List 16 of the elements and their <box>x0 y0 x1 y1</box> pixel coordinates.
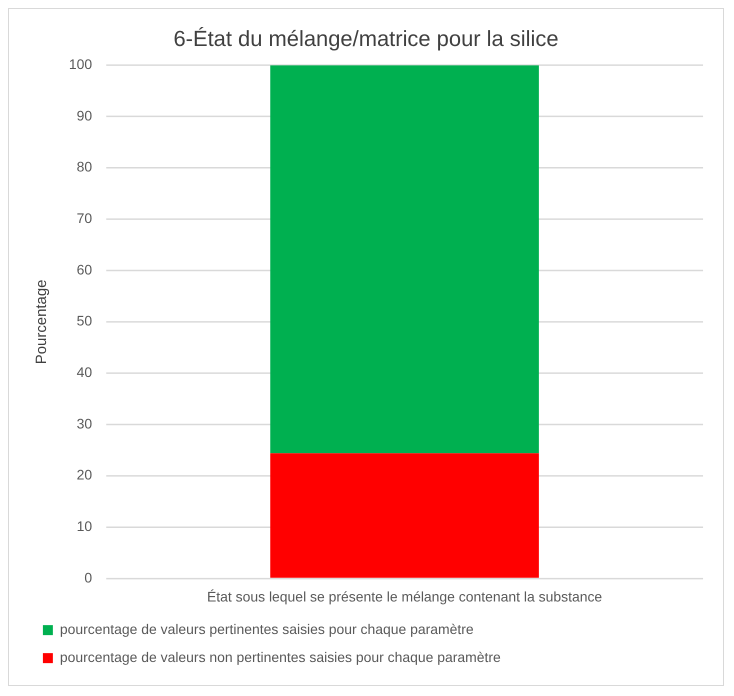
legend-label: pourcentage de valeurs pertinentes saisies pour chaque paramètre <box>60 621 474 638</box>
y-tick-label: 10 <box>76 518 92 534</box>
y-tick-label: 20 <box>76 466 92 483</box>
x-tick-label: État sous lequel se présente le mélange contenant la substance <box>206 588 602 605</box>
y-axis-title: Pourcentage <box>33 280 50 364</box>
y-tick-label: 50 <box>76 312 92 329</box>
y-tick-label: 100 <box>68 56 92 72</box>
y-tick-label: 70 <box>76 210 92 226</box>
y-tick-label: 80 <box>76 158 92 175</box>
y-tick-label: 90 <box>76 107 92 124</box>
y-tick-label: 30 <box>76 415 92 432</box>
y-tick-label: 60 <box>76 261 92 278</box>
y-tick-label: 40 <box>76 364 92 380</box>
legend-label: pourcentage de valeurs non pertinentes saisies pour chaque paramètre <box>60 648 502 665</box>
chart-title: 6-État du mélange/matrice pour la silice <box>173 26 559 52</box>
y-tick-label: 0 <box>84 569 92 586</box>
